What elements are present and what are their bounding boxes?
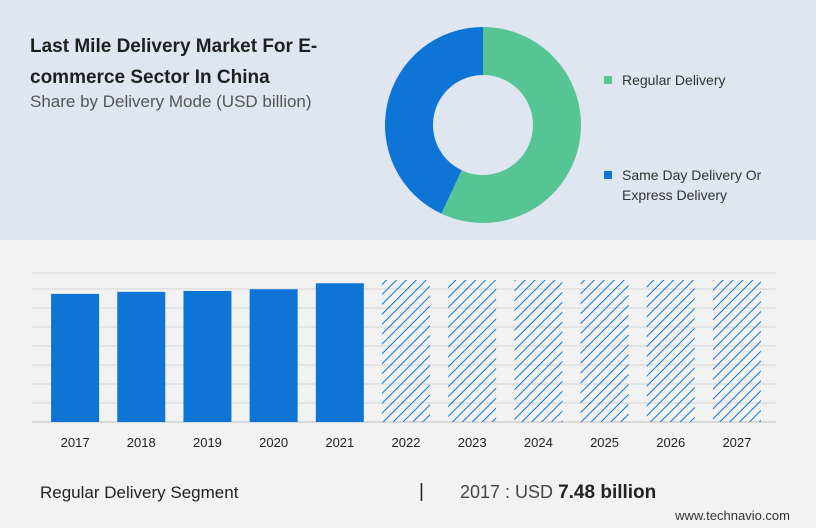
- bar-2027: [712, 280, 761, 422]
- segment-value: 2017 : USD 7.48 billion: [460, 482, 656, 504]
- segment-value-prefix: 2017 : USD: [460, 482, 554, 502]
- bar-2022: [382, 280, 430, 422]
- x-tick-label-2022: 2022: [392, 435, 421, 450]
- segment-value-amount: 7.48 billion: [558, 482, 657, 503]
- legend-item-regular-delivery: Regular Delivery: [604, 70, 782, 90]
- bar-2026: [646, 280, 695, 422]
- legend-label-regular: Regular Delivery: [622, 72, 726, 88]
- donut-chart: [385, 27, 581, 223]
- bar-2024: [514, 280, 563, 422]
- x-tick-label-2018: 2018: [127, 435, 156, 450]
- x-tick-label-2017: 2017: [61, 435, 90, 450]
- x-tick-label-2023: 2023: [458, 435, 487, 450]
- x-tick-label-2024: 2024: [524, 435, 553, 450]
- x-tick-label-2027: 2027: [722, 435, 751, 450]
- bar-2025: [580, 280, 629, 422]
- donut-slice-same-day-delivery-or-express-delivery: [385, 27, 483, 214]
- x-tick-label-2025: 2025: [590, 435, 619, 450]
- chart-title: Last Mile Delivery Market For E-commerce…: [30, 36, 318, 88]
- x-tick-label-2019: 2019: [193, 435, 222, 450]
- bar-chart: 2017 2018 2019 2020 2021 2022 2023 2024 2025 2026…: [32, 272, 776, 450]
- x-tick-label-2026: 2026: [656, 435, 685, 450]
- x-tick-label-2020: 2020: [259, 435, 288, 450]
- footer-divider: |: [419, 481, 424, 502]
- legend-swatch-regular: [604, 76, 612, 84]
- bar-2021: [315, 283, 364, 422]
- source-url: www.technavio.com: [675, 508, 790, 523]
- bar-2020: [249, 289, 298, 422]
- legend-label-same-day: Same Day Delivery Or Express Delivery: [622, 167, 762, 203]
- donut-slice-regular-delivery: [441, 27, 581, 223]
- bar-2018: [117, 291, 166, 422]
- x-tick-label-2021: 2021: [325, 435, 354, 450]
- bar-2017: [51, 293, 100, 422]
- bar-2019: [183, 290, 232, 422]
- bar-2023: [448, 280, 497, 422]
- legend-item-same-day-delivery: Same Day Delivery Or Express Delivery: [604, 165, 782, 205]
- segment-label: Regular Delivery Segment: [40, 483, 239, 502]
- legend-swatch-same-day: [604, 171, 612, 179]
- chart-subtitle: Share by Delivery Mode (USD billion): [30, 92, 312, 111]
